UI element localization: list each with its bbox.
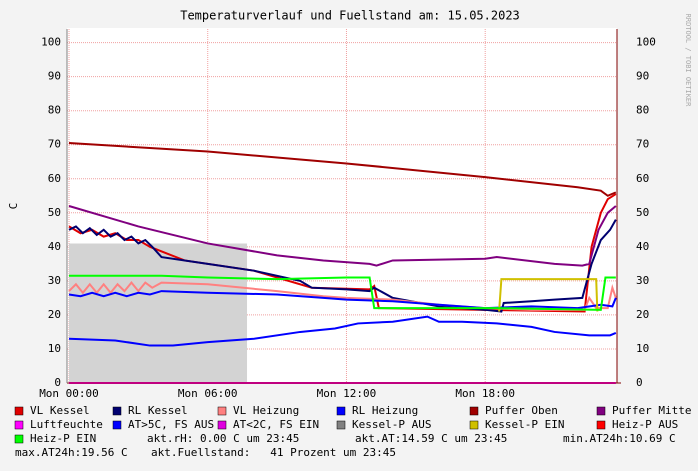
watermark: RRDTOOL / TOBI OETIKER [684, 14, 692, 108]
legend-swatch [469, 406, 479, 416]
legend-label: Heiz-P EIN [30, 432, 96, 445]
y-tick-label: 90 [48, 70, 61, 83]
stat-text: akt.AT:14.59 C um 23:45 [355, 432, 507, 445]
stat-text: akt.Fuellstand: 41 Prozent um 23:45 [151, 446, 396, 459]
series-line [69, 274, 616, 311]
y2-tick-label: 0 [636, 376, 643, 389]
stat-text: min.AT24h:10.69 C [563, 432, 676, 445]
y-tick-label: 30 [48, 274, 61, 287]
y2-tick-label: 50 [636, 206, 649, 219]
x-tick-label: Mon 06:00 [178, 387, 238, 400]
legend-swatch [14, 434, 24, 444]
legend-label: Kessel-P EIN [485, 418, 564, 431]
legend-label: Luftfeuchte [30, 418, 103, 431]
legend-swatch [14, 406, 24, 416]
legend-label: Heiz-P AUS [612, 418, 678, 431]
legend-swatch [336, 406, 346, 416]
legend-label: RL Heizung [352, 404, 418, 417]
legend-swatch [596, 420, 606, 430]
series-line [68, 281, 617, 311]
x-tick-label: Mon 12:00 [317, 387, 377, 400]
legend-swatch [112, 406, 122, 416]
series-line [498, 278, 599, 312]
y2-tick-label: 40 [636, 240, 649, 253]
legend-swatch [217, 420, 227, 430]
y2-tick-label: 90 [636, 70, 649, 83]
y-tick-label: 10 [48, 342, 61, 355]
stat-text: akt.rH: 0.00 C um 23:45 [147, 432, 299, 445]
y-axis-label: C [7, 203, 20, 210]
y-tick-label: 70 [48, 138, 61, 151]
y-tick-label: 0 [54, 376, 61, 389]
legend-label: AT>5C, FS AUS [128, 418, 214, 431]
x-tick-label: Mon 18:00 [455, 387, 515, 400]
legend-swatch [112, 420, 122, 430]
y-tick-label: 60 [48, 172, 61, 185]
legend-swatch [596, 406, 606, 416]
legend-label: AT<2C, FS EIN [233, 418, 319, 431]
legend-label: RL Kessel [128, 404, 188, 417]
legend-swatch [217, 406, 227, 416]
y2-tick-label: 80 [636, 104, 649, 117]
series-area [69, 243, 248, 383]
y2-tick-label: 60 [636, 172, 649, 185]
y-tick-label: 20 [48, 308, 61, 321]
y-tick-label: 80 [48, 104, 61, 117]
legend-swatch [336, 420, 346, 430]
y2-tick-label: 30 [636, 274, 649, 287]
y-tick-label: 40 [48, 240, 61, 253]
series-line [68, 315, 617, 347]
legend-label: Puffer Oben [485, 404, 558, 417]
y-tick-label: 50 [48, 206, 61, 219]
stat-text: max.AT24h:19.56 C [15, 446, 128, 459]
legend-label: Puffer Mitte [612, 404, 691, 417]
legend-label: VL Kessel [30, 404, 90, 417]
y2-tick-label: 10 [636, 342, 649, 355]
legend-swatch [14, 420, 24, 430]
series-line [68, 219, 617, 313]
legend-label: VL Heizung [233, 404, 299, 417]
series-line [68, 142, 617, 197]
legend-label: Kessel-P AUS [352, 418, 431, 431]
legend-swatch [469, 420, 479, 430]
series-line [68, 205, 617, 267]
chart-title: Temperaturverlauf und Fuellstand am: 15.… [180, 9, 520, 23]
y2-tick-label: 20 [636, 308, 649, 321]
series-line [68, 290, 617, 310]
y-tick-label: 100 [41, 36, 61, 49]
x-tick-label: Mon 00:00 [39, 387, 99, 400]
y2-tick-label: 100 [636, 36, 656, 49]
y2-tick-label: 70 [636, 138, 649, 151]
